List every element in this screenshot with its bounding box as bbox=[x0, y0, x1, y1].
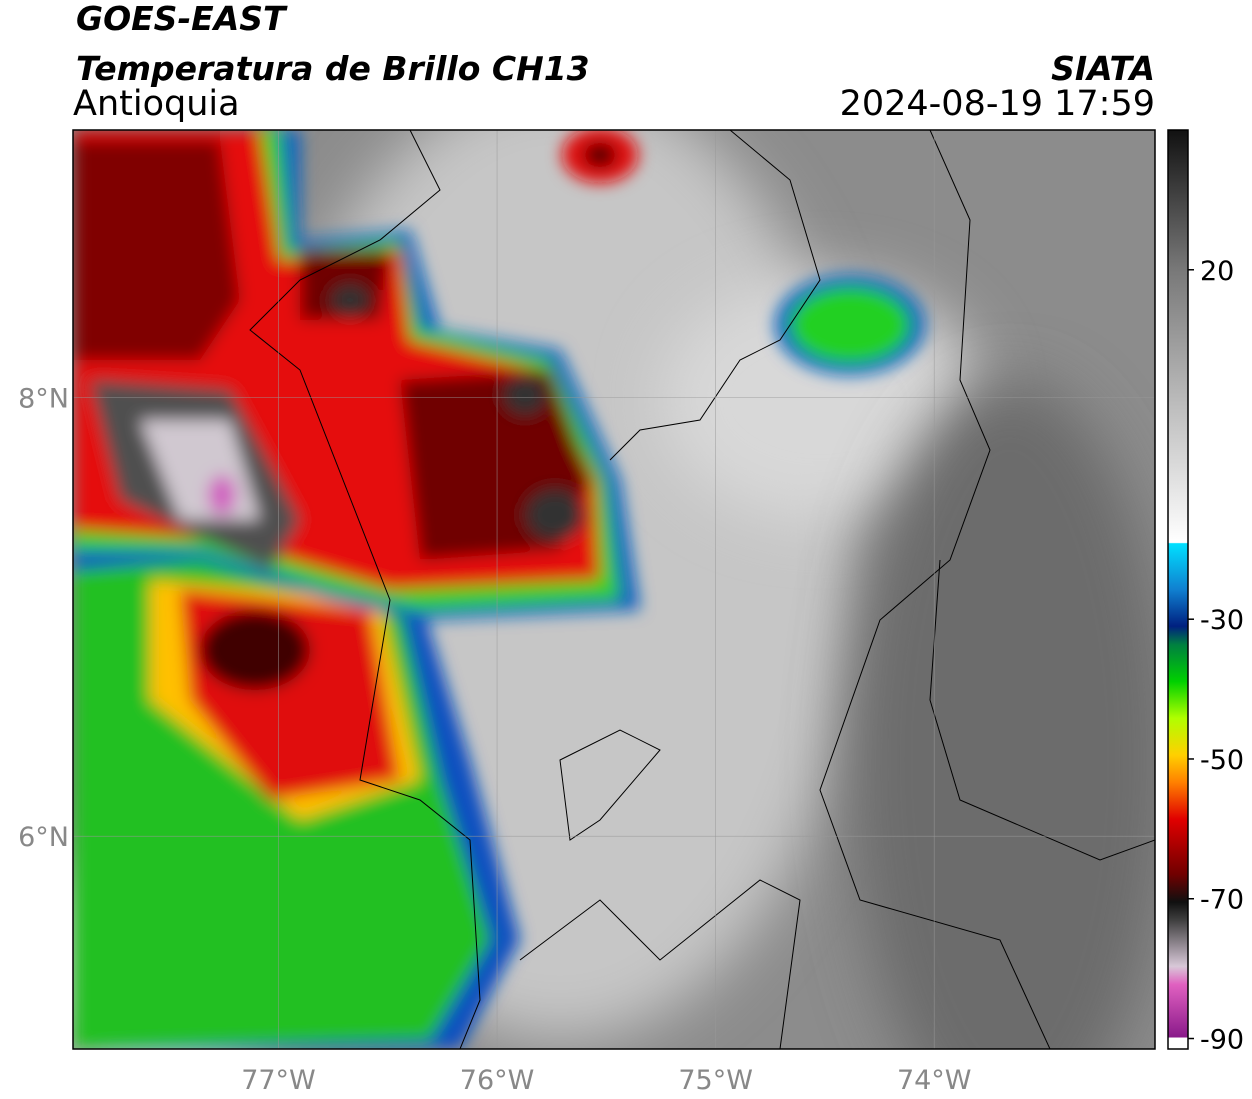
colorbar-tick-label: -50 bbox=[1200, 745, 1244, 776]
map-frame bbox=[72, 129, 1156, 1050]
colorbar bbox=[1167, 129, 1189, 1050]
colorbar-tick-label: 20 bbox=[1200, 256, 1234, 287]
y-tick-label: 6°N bbox=[18, 822, 69, 853]
colorbar-tick-label: -30 bbox=[1200, 605, 1244, 636]
x-tick-label: 77°W bbox=[241, 1065, 316, 1096]
y-tick-label: 8°N bbox=[18, 384, 69, 415]
x-tick-label: 74°W bbox=[897, 1065, 972, 1096]
title: GOES-EAST bbox=[76, 0, 288, 38]
grid bbox=[73, 130, 1155, 1049]
x-tick-label: 76°W bbox=[460, 1065, 535, 1096]
source: SIATA bbox=[1051, 49, 1155, 88]
colorbar-tick-label: -90 bbox=[1200, 1025, 1244, 1056]
region: Antioquia bbox=[73, 84, 240, 124]
satellite-image bbox=[73, 130, 1155, 1049]
x-tick-label: 75°W bbox=[678, 1065, 753, 1096]
subtitle: Temperatura de Brillo CH13 bbox=[76, 49, 590, 88]
colorbar-tick-label: -70 bbox=[1200, 885, 1244, 916]
datetime: 2024-08-19 17:59 bbox=[840, 84, 1155, 124]
